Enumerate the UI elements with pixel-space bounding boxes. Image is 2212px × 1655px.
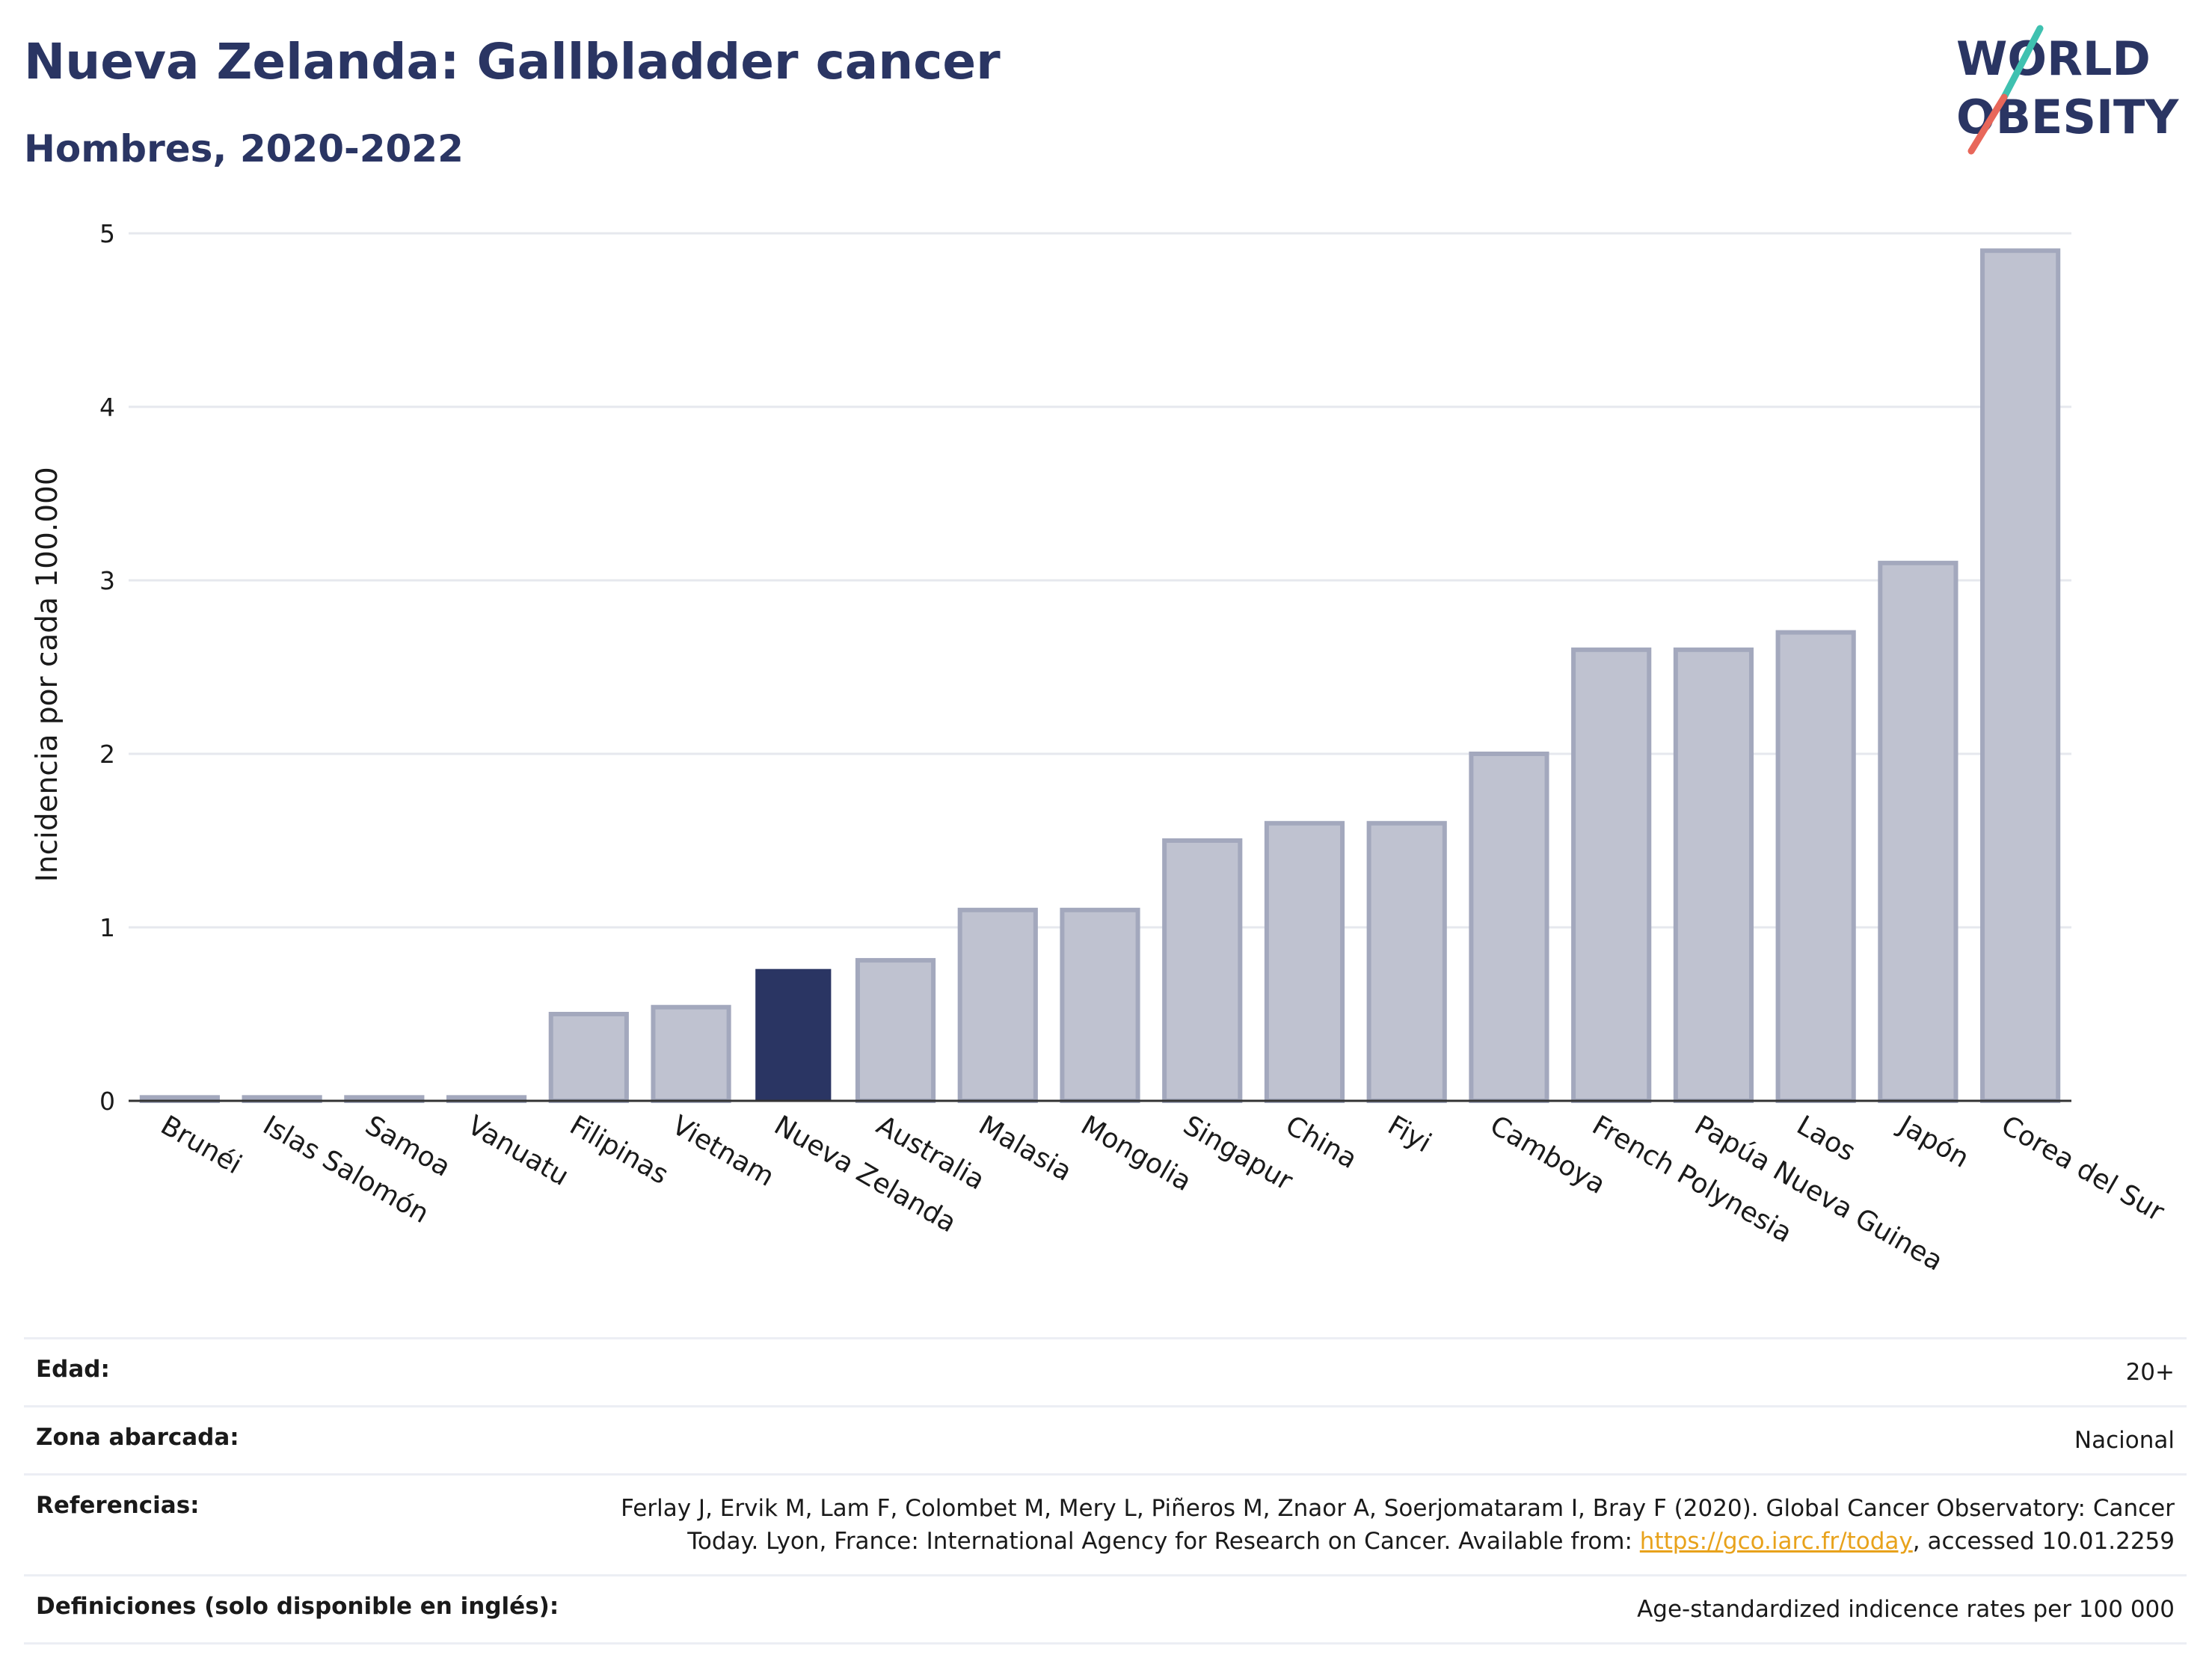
y-axis-label: Incidencia por cada 100.000: [31, 467, 64, 882]
meta-label: Edad:: [36, 1356, 110, 1383]
x-tick-label: Japón: [1893, 1109, 1974, 1174]
x-tick-label: Malasia: [974, 1110, 1077, 1188]
bar: [1673, 647, 1754, 1103]
reference-line-2-pre: Today. Lyon, France: International Agenc…: [687, 1528, 1640, 1555]
meta-row-references: Referencias: Ferlay J, Ervik M, Lam F, C…: [24, 1473, 2187, 1574]
x-tick-label: Mongolia: [1076, 1110, 1197, 1197]
meta-label: Referencias:: [36, 1492, 200, 1519]
bar: [957, 907, 1038, 1104]
reference-line-1: Ferlay J, Ervik M, Lam F, Colombet M, Me…: [621, 1495, 2175, 1522]
meta-value: Age-standardized indicence rates per 100…: [1637, 1596, 2175, 1623]
reference-link[interactable]: https://gco.iarc.fr/today: [1639, 1528, 1913, 1555]
bar: [1162, 838, 1243, 1103]
y-tick-label: 5: [99, 219, 115, 248]
logo-slash-bottom: [1967, 93, 2008, 155]
x-tick-label: Fiyi: [1383, 1110, 1437, 1158]
x-tick-label: Corea del Sur: [1996, 1110, 2169, 1227]
x-tick-label: Vanuatu: [462, 1110, 574, 1192]
meta-value: 20+: [2125, 1359, 2175, 1386]
meta-row-zone: Zona abarcada: Nacional: [24, 1405, 2187, 1473]
bar: [1571, 647, 1652, 1103]
x-tick-label: Singapur: [1178, 1110, 1297, 1197]
meta-label: Definiciones (solo disponible en inglés)…: [36, 1593, 559, 1620]
y-tick-label: 1: [99, 913, 115, 942]
logo-slash-top: [2000, 25, 2044, 101]
bar: [1060, 907, 1140, 1104]
bar: [1878, 560, 1958, 1103]
x-tick-label: Vietnam: [667, 1110, 779, 1193]
meta-value: Nacional: [2074, 1427, 2175, 1454]
chart-title: Nueva Zelanda: Gallbladder cancer: [24, 33, 1001, 90]
x-tick-label: Camboya: [1484, 1110, 1610, 1200]
bar: [548, 1012, 629, 1103]
x-tick-label: Brunéi: [156, 1110, 247, 1180]
bar: [855, 958, 936, 1103]
x-tick-label: Laos: [1792, 1110, 1861, 1167]
logo-line-1: WORLD: [1956, 31, 2151, 86]
bar: [651, 1004, 731, 1103]
y-tick-label: 4: [99, 393, 115, 422]
bar: [1366, 820, 1447, 1104]
x-tick-label: Filipinas: [565, 1110, 674, 1191]
meta-label: Zona abarcada:: [36, 1424, 239, 1451]
reference-line-2-post: , accessed 10.01.2259: [1912, 1528, 2175, 1555]
chart-subtitle: Hombres, 2020-2022: [24, 127, 464, 171]
x-tick-label: China: [1280, 1110, 1362, 1175]
bar: [1469, 752, 1549, 1103]
y-tick-label: 2: [99, 740, 115, 769]
metadata-table: Edad: 20+ Zona abarcada: Nacional Refere…: [24, 1337, 2187, 1645]
world-obesity-logo: WORLD OBESITY: [1956, 25, 2179, 155]
bar: [1264, 820, 1345, 1104]
bar: [1775, 630, 1856, 1103]
y-tick-label: 3: [99, 566, 115, 595]
bar-highlight: [755, 968, 832, 1101]
x-tick-label: Nueva Zelanda: [769, 1110, 961, 1238]
meta-row-age: Edad: 20+: [24, 1337, 2187, 1405]
y-tick-label: 0: [99, 1087, 115, 1116]
bar: [1980, 248, 2061, 1104]
meta-row-definitions: Definiciones (solo disponible en inglés)…: [24, 1574, 2187, 1645]
meta-value: Ferlay J, Ervik M, Lam F, Colombet M, Me…: [621, 1492, 2175, 1558]
